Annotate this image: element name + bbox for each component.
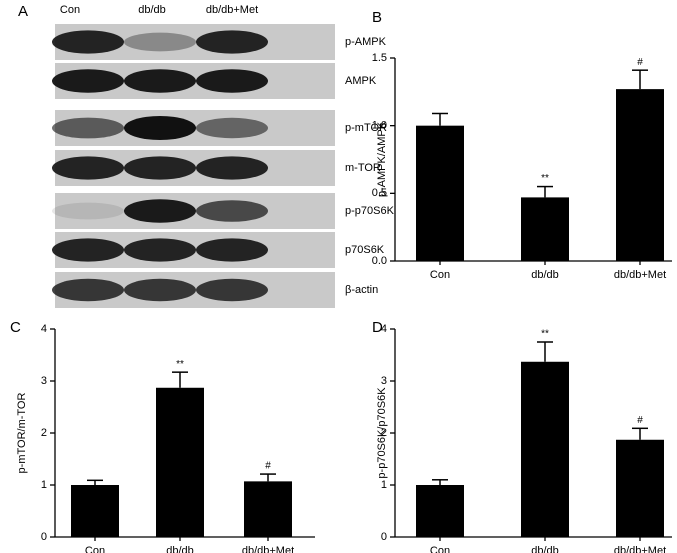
protein-label: p-AMPK (345, 36, 387, 48)
y-tick-label: 0 (41, 531, 47, 543)
significance-mark: # (637, 57, 643, 68)
protein-label: β-actin (345, 284, 378, 296)
y-tick-label: 1 (381, 479, 387, 491)
lane-label: db/db+Met (206, 4, 258, 16)
y-tick-label: 1 (41, 479, 47, 491)
protein-label: p70S6K (345, 244, 385, 256)
y-tick-label: 0.0 (372, 255, 387, 267)
blot-band (196, 69, 268, 93)
bar (71, 485, 119, 537)
bar (616, 439, 664, 537)
y-tick-label: 1.5 (372, 52, 387, 64)
x-tick-label: db/db (531, 545, 559, 553)
x-tick-label: db/db+Met (614, 269, 666, 281)
panel-label: D (372, 319, 383, 336)
panel-label: B (372, 9, 382, 26)
panel-label: A (18, 3, 28, 20)
y-tick-label: 2 (381, 427, 387, 439)
blot-band (196, 278, 268, 302)
blot-band (124, 238, 196, 262)
blot-band (52, 278, 124, 302)
bar (521, 197, 569, 261)
bar (416, 125, 464, 262)
protein-label: AMPK (345, 75, 377, 87)
panel-label: C (10, 319, 21, 336)
blot-band (124, 278, 196, 302)
bar (416, 485, 464, 537)
blot-band (124, 156, 196, 180)
blot-band (124, 199, 196, 223)
significance-mark: # (637, 415, 643, 426)
x-tick-label: db/db+Met (614, 545, 666, 553)
bar (156, 387, 204, 537)
y-tick-label: 3 (41, 375, 47, 387)
blot-band (124, 116, 196, 140)
x-tick-label: db/db+Met (242, 545, 294, 553)
y-tick-label: 3 (381, 375, 387, 387)
blot-band (52, 238, 124, 262)
bar (521, 361, 569, 537)
bar (244, 481, 292, 537)
bar (616, 89, 664, 261)
significance-mark: ** (541, 329, 549, 340)
y-tick-label: 4 (41, 323, 47, 335)
x-tick-label: Con (430, 545, 450, 553)
blot-band (52, 202, 124, 220)
y-tick-label: 2 (41, 427, 47, 439)
blot-band (52, 69, 124, 93)
blot-band (196, 117, 268, 139)
blot-band (124, 69, 196, 93)
x-tick-label: Con (85, 545, 105, 553)
significance-mark: ** (541, 173, 549, 184)
significance-mark: # (265, 461, 271, 472)
y-tick-label: 4 (381, 323, 387, 335)
blot-band (124, 32, 196, 52)
y-axis-label: p-mTOR/m-TOR (16, 393, 28, 474)
protein-label: m-TOR (345, 162, 381, 174)
x-tick-label: db/db (531, 269, 559, 281)
blot-band (196, 238, 268, 262)
y-tick-label: 0 (381, 531, 387, 543)
blot-band (196, 200, 268, 222)
y-axis-label: p-p70S6K/p70S6K (376, 387, 388, 479)
y-axis-label: p-AMPK/AMPK (376, 121, 388, 197)
blot-band (52, 117, 124, 139)
x-tick-label: Con (430, 269, 450, 281)
lane-label: db/db (138, 4, 166, 16)
significance-mark: ** (176, 359, 184, 370)
protein-label: p-p70S6K (345, 205, 395, 217)
x-tick-label: db/db (166, 545, 194, 553)
lane-label: Con (60, 4, 80, 16)
y-tick-label: 1.0 (372, 120, 387, 132)
blot-band (52, 156, 124, 180)
protein-label: p-mTOR (345, 122, 387, 134)
blot-band (52, 30, 124, 54)
blot-band (196, 30, 268, 54)
blot-band (196, 156, 268, 180)
y-tick-label: 0.5 (372, 187, 387, 199)
